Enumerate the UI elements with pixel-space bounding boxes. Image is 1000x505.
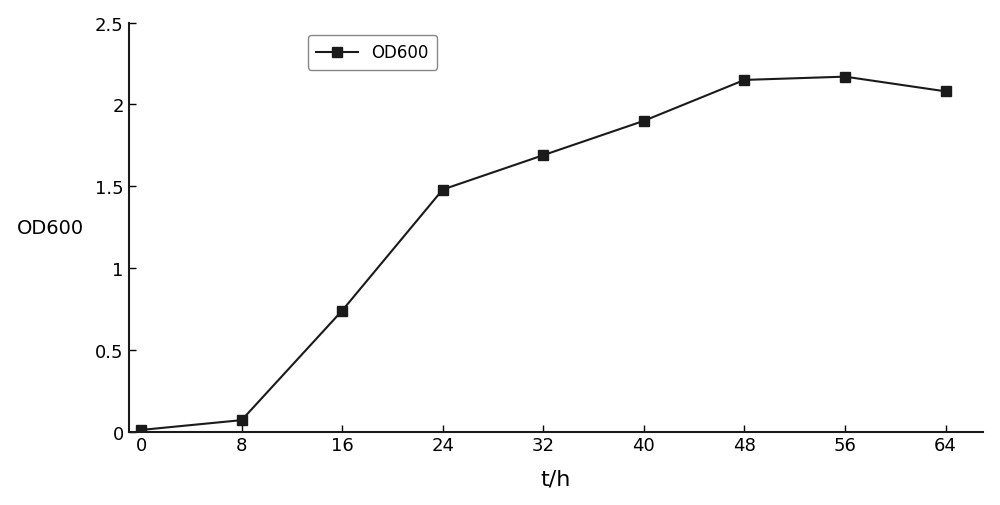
OD600	[940, 89, 952, 95]
Y-axis label: OD600: OD600	[17, 218, 84, 237]
OD600	[135, 427, 147, 433]
OD600	[537, 153, 549, 159]
OD600	[236, 417, 248, 423]
X-axis label: t/h: t/h	[541, 469, 571, 488]
OD600	[738, 78, 750, 84]
OD600	[839, 74, 851, 80]
OD600	[437, 187, 449, 193]
OD600	[336, 308, 348, 314]
OD600	[638, 119, 650, 125]
Legend: OD600: OD600	[308, 36, 437, 71]
Line: OD600: OD600	[136, 73, 950, 435]
